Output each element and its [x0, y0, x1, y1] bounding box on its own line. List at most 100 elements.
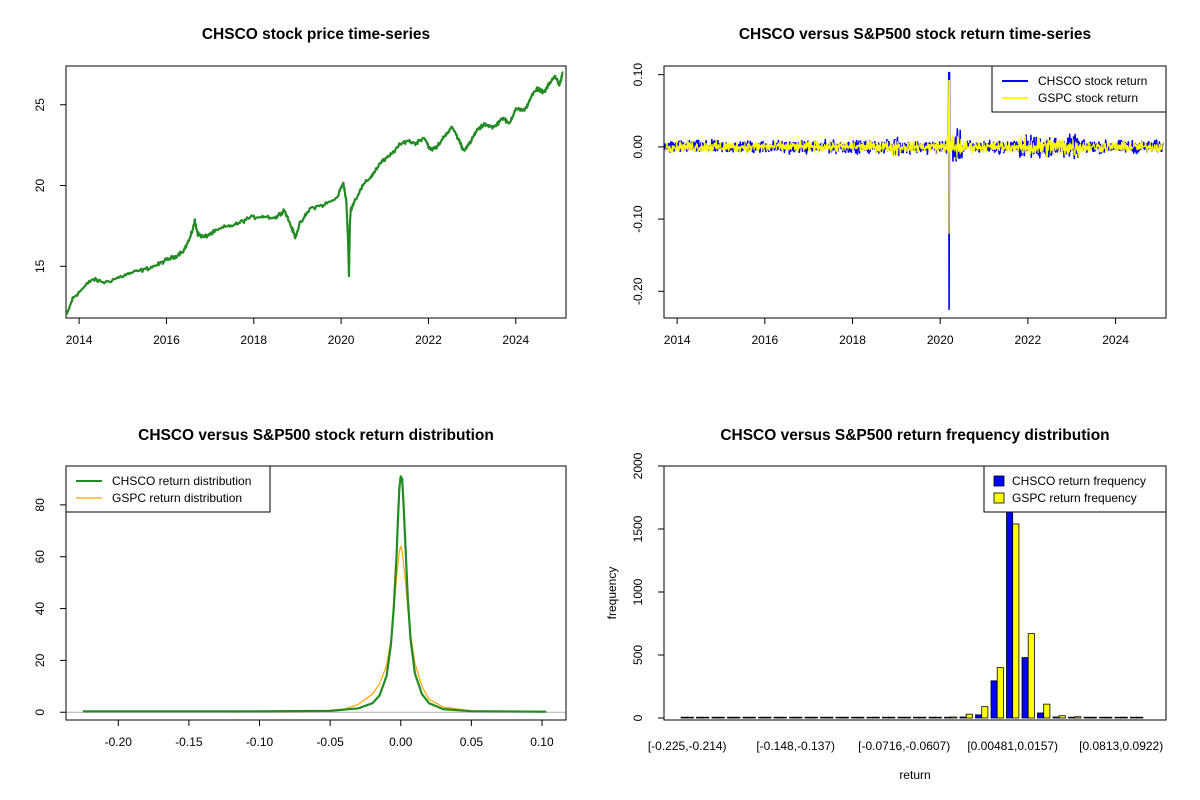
chart-title: CHSCO versus S&P500 stock return time-se… — [739, 26, 1091, 43]
y-axis-label: frequency — [605, 567, 619, 620]
bar-chsco — [851, 716, 859, 719]
bar-chsco — [990, 680, 998, 719]
series-line-gspc — [664, 79, 1164, 235]
y-tick-label: 60 — [33, 550, 47, 564]
x-tick-label: 2020 — [328, 333, 355, 347]
series-layer — [664, 71, 1164, 311]
x-tick-label: -0.05 — [316, 735, 344, 749]
x-tick-label: 2016 — [153, 333, 180, 347]
x-tick-label: 2020 — [927, 333, 954, 347]
legend-swatch — [993, 492, 1005, 504]
bar-chsco — [897, 716, 905, 719]
y-tick-label: 2000 — [631, 452, 645, 479]
bar-chsco — [727, 716, 735, 719]
legend-label: CHSCO return frequency — [1012, 474, 1146, 488]
density-line-gspc — [231, 545, 531, 713]
chart-title: CHSCO versus S&P500 stock return distrib… — [138, 427, 494, 444]
y-tick-label: 20 — [33, 653, 47, 667]
plot-frame — [65, 65, 567, 319]
y-tick-label: 1500 — [631, 515, 645, 542]
x-tick-label: 2024 — [502, 333, 529, 347]
bar-chsco — [835, 716, 843, 719]
bar-chsco — [1130, 716, 1138, 719]
bar-chsco — [742, 716, 750, 719]
bar-gspc — [934, 716, 942, 719]
bar-gspc — [748, 716, 756, 719]
legend-label: GSPC stock return — [1038, 91, 1138, 105]
y-tick-label: 0.00 — [631, 135, 645, 159]
x-tick-label: [-0.0716,-0.0607) — [858, 739, 950, 753]
y-tick-label: 500 — [631, 645, 645, 665]
y-tick-label: 1000 — [631, 578, 645, 605]
chart-title: CHSCO versus S&P500 return frequency dis… — [720, 427, 1109, 444]
y-tick-label: 0 — [33, 709, 47, 716]
bar-chsco — [1083, 716, 1091, 719]
x-tick-label: -0.20 — [105, 735, 133, 749]
y-tick-label: 20 — [33, 179, 47, 193]
bar-gspc — [981, 706, 989, 719]
x-tick-label: 0.00 — [389, 735, 413, 749]
x-tick-label: -0.10 — [246, 735, 274, 749]
bar-gspc — [919, 716, 927, 719]
bar-gspc — [857, 716, 865, 719]
bar-gspc — [686, 716, 694, 719]
legend-label: CHSCO return distribution — [112, 474, 251, 488]
x-tick-label: 2022 — [415, 333, 442, 347]
bar-gspc — [779, 716, 787, 719]
x-tick-label: 2014 — [664, 333, 691, 347]
density-line-chsco — [82, 475, 547, 713]
x-axis-label: return — [899, 768, 930, 782]
bar-chsco — [789, 716, 797, 719]
plot-frame — [663, 65, 1167, 319]
bar-chsco — [1068, 716, 1076, 719]
bar-chsco — [1114, 716, 1122, 719]
bar-gspc — [702, 716, 710, 719]
y-tick-label: -0.20 — [631, 277, 645, 305]
x-tick-label: 2016 — [751, 333, 778, 347]
legend-box — [65, 465, 271, 513]
bars-layer — [680, 466, 1144, 719]
x-tick-label: -0.15 — [175, 735, 203, 749]
legend-label: GSPC return distribution — [112, 491, 242, 505]
legend-swatch — [993, 475, 1005, 487]
bar-gspc — [795, 716, 803, 719]
bar-chsco — [680, 716, 688, 719]
panel-return-distribution: CHSCO versus S&P500 stock return distrib… — [33, 427, 567, 749]
plot-frame — [65, 465, 567, 721]
bar-gspc — [872, 716, 880, 719]
bar-gspc — [996, 667, 1004, 719]
y-tick-label: -0.10 — [631, 205, 645, 233]
bar-chsco — [804, 716, 812, 719]
bar-gspc — [1089, 716, 1097, 719]
legend-label: GSPC return frequency — [1012, 491, 1137, 505]
x-tick-label: 0.05 — [460, 735, 484, 749]
bar-gspc — [1120, 716, 1128, 719]
bar-chsco — [1099, 716, 1107, 719]
bar-gspc — [1058, 715, 1066, 719]
bar-gspc — [826, 716, 834, 719]
x-tick-label: 2018 — [839, 333, 866, 347]
bar-chsco — [882, 716, 890, 719]
bar-gspc — [717, 716, 725, 719]
y-tick-label: 40 — [33, 602, 47, 616]
y-tick-label: 80 — [33, 498, 47, 512]
bar-gspc — [1012, 523, 1020, 719]
bar-chsco — [1021, 657, 1029, 719]
x-tick-label: [-0.148,-0.137) — [756, 739, 835, 753]
bar-chsco — [975, 714, 983, 719]
price-line — [65, 71, 564, 315]
bar-gspc — [888, 716, 896, 719]
panel-return-timeseries: CHSCO versus S&P500 stock return time-se… — [631, 26, 1167, 347]
bar-chsco — [1052, 716, 1060, 719]
bar-gspc — [1027, 633, 1035, 719]
y-tick-label: 25 — [33, 98, 47, 112]
x-tick-label: [0.0813,0.0922) — [1079, 739, 1163, 753]
legend-box — [991, 65, 1167, 113]
x-tick-label: 2022 — [1015, 333, 1042, 347]
x-tick-label: 0.10 — [530, 735, 554, 749]
y-tick-label: 0 — [631, 714, 645, 721]
bar-gspc — [841, 716, 849, 719]
bar-chsco — [866, 716, 874, 719]
